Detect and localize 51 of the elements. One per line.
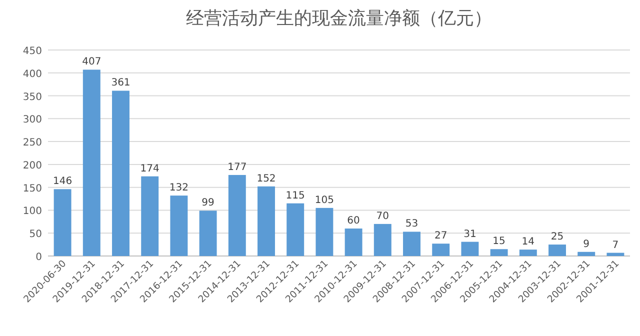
data-label: 7 <box>612 240 619 251</box>
bar <box>258 186 275 256</box>
bar <box>374 224 392 256</box>
y-tick-label: 0 <box>36 252 42 263</box>
data-label: 25 <box>550 232 564 243</box>
data-label: 60 <box>347 216 360 227</box>
data-label: 177 <box>228 162 247 173</box>
bar <box>316 208 334 256</box>
data-label: 14 <box>522 236 535 248</box>
y-tick-label: 200 <box>22 160 42 172</box>
bar <box>606 252 624 256</box>
y-tick-label: 300 <box>22 114 42 126</box>
y-tick-label: 400 <box>22 68 42 80</box>
bar <box>82 70 100 256</box>
bar <box>228 174 246 256</box>
bar <box>548 244 566 256</box>
bar <box>141 176 159 256</box>
data-label: 361 <box>111 78 130 89</box>
data-label: 407 <box>82 56 102 68</box>
data-label: 15 <box>492 236 506 248</box>
bar <box>403 232 420 256</box>
chart-title: 经营活动产生的现金流量净额（亿元） <box>186 8 492 29</box>
y-tick-label: 250 <box>22 138 42 149</box>
bar <box>286 203 304 256</box>
data-label: 152 <box>256 173 276 184</box>
y-tick-label: 100 <box>22 206 42 218</box>
bar <box>432 244 450 256</box>
data-label: 99 <box>202 198 214 209</box>
bar <box>461 242 479 256</box>
y-tick-label: 50 <box>29 229 42 240</box>
bar <box>112 90 130 256</box>
data-label: 53 <box>405 218 418 230</box>
bar <box>344 228 362 256</box>
bar <box>170 196 188 256</box>
y-tick-label: 350 <box>22 92 42 103</box>
data-label: 9 <box>583 238 590 250</box>
data-label: 115 <box>286 190 305 202</box>
data-label: 132 <box>169 182 188 194</box>
y-tick-label: 450 <box>22 46 42 57</box>
data-label: 70 <box>376 210 390 222</box>
bar <box>199 210 217 256</box>
bar <box>490 249 508 256</box>
bar <box>578 252 596 256</box>
data-label: 105 <box>314 194 334 206</box>
bar <box>54 189 72 256</box>
y-tick-label: 150 <box>22 183 42 194</box>
bar <box>519 250 537 256</box>
data-label: 174 <box>140 163 160 174</box>
data-label: 27 <box>434 230 448 242</box>
data-label: 146 <box>53 176 72 188</box>
data-label: 31 <box>464 228 476 240</box>
